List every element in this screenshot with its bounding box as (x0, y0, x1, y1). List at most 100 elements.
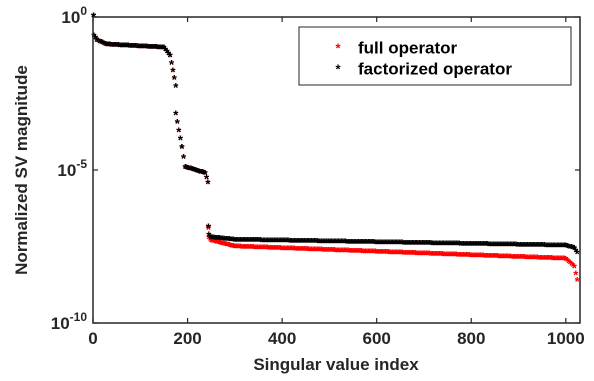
data-point: * (103, 38, 109, 53)
data-point: * (570, 242, 576, 257)
data-point: * (200, 166, 206, 181)
data-point: * (440, 237, 446, 252)
data-point: * (91, 29, 97, 44)
data-point: * (153, 41, 159, 56)
data-point: * (176, 124, 182, 139)
data-point: * (252, 234, 258, 249)
data-point: * (175, 116, 181, 131)
data-point: * (262, 242, 268, 257)
data-point: * (538, 239, 544, 254)
data-point: * (431, 248, 437, 263)
data-point: * (441, 237, 447, 252)
data-point: * (172, 72, 178, 87)
data-point: * (330, 244, 336, 259)
data-point: * (354, 236, 360, 251)
data-point: * (413, 237, 419, 252)
data-point: * (210, 231, 216, 246)
data-point: * (276, 242, 282, 257)
data-point: * (320, 235, 326, 250)
data-point: * (485, 238, 491, 253)
legend-marker-factorized-operator: * (335, 62, 341, 77)
data-point: * (445, 238, 451, 253)
data-point: * (401, 237, 407, 252)
data-point: * (420, 247, 426, 262)
data-point: * (322, 235, 328, 250)
data-point: * (179, 141, 185, 156)
data-point: * (113, 39, 119, 54)
data-point: * (234, 241, 240, 256)
data-point: * (224, 233, 230, 248)
data-point: * (539, 252, 545, 267)
data-point: * (484, 238, 490, 253)
data-point: * (508, 251, 514, 266)
data-point: * (308, 243, 314, 258)
data-point: * (410, 237, 416, 252)
data-point: * (265, 242, 271, 257)
data-point: * (94, 34, 100, 49)
data-point: * (132, 40, 138, 55)
data-point: * (237, 241, 243, 256)
data-point: * (223, 238, 229, 253)
data-point: * (197, 165, 203, 180)
data-point: * (309, 235, 315, 250)
data-point: * (227, 239, 233, 254)
data-point: * (225, 233, 231, 248)
data-point: * (495, 250, 501, 265)
data-point: * (230, 240, 236, 255)
data-point: * (332, 236, 338, 251)
data-point: * (366, 245, 372, 260)
data-point: * (300, 235, 306, 250)
data-point: * (488, 238, 494, 253)
data-point: * (110, 39, 116, 54)
data-point: * (137, 40, 143, 55)
data-point: * (100, 37, 106, 52)
data-point: * (204, 172, 210, 187)
data-point: * (207, 230, 213, 245)
data-point: * (227, 233, 233, 248)
data-point: * (444, 238, 450, 253)
data-point: * (548, 239, 554, 254)
data-point: * (181, 151, 187, 166)
data-point: * (494, 238, 500, 253)
data-point: * (179, 141, 185, 156)
data-point: * (434, 237, 440, 252)
data-point: * (367, 246, 373, 261)
data-point: * (201, 167, 207, 182)
data-point: * (387, 246, 393, 261)
data-point: * (259, 234, 265, 249)
data-point: * (175, 116, 181, 131)
data-point: * (160, 42, 166, 57)
data-point: * (563, 240, 569, 255)
data-point: * (112, 39, 118, 54)
data-point: * (195, 165, 201, 180)
data-point: * (452, 238, 458, 253)
data-point: * (254, 241, 260, 256)
data-point: * (354, 245, 360, 260)
data-point: * (347, 236, 353, 251)
data-point: * (201, 167, 207, 182)
data-point: * (408, 237, 414, 252)
data-point: * (465, 249, 471, 264)
data-point: * (528, 239, 534, 254)
data-point: * (176, 124, 182, 139)
data-point: * (477, 250, 483, 265)
series-factorized-operator: ****************************************… (91, 10, 581, 262)
data-point: * (434, 248, 440, 263)
data-point: * (573, 267, 579, 282)
data-point: * (193, 164, 199, 179)
data-point: * (504, 251, 510, 266)
data-point: * (251, 241, 257, 256)
data-point: * (363, 245, 369, 260)
data-point: * (524, 251, 530, 266)
data-point: * (151, 41, 157, 56)
data-point: * (97, 35, 103, 50)
data-point: * (266, 242, 272, 257)
data-point: * (427, 248, 433, 263)
data-point: * (161, 42, 167, 57)
data-point: * (211, 235, 217, 250)
data-point: * (204, 172, 210, 187)
data-point: * (335, 244, 341, 259)
data-point: * (396, 247, 402, 262)
data-point: * (266, 234, 272, 249)
data-point: * (313, 235, 319, 250)
